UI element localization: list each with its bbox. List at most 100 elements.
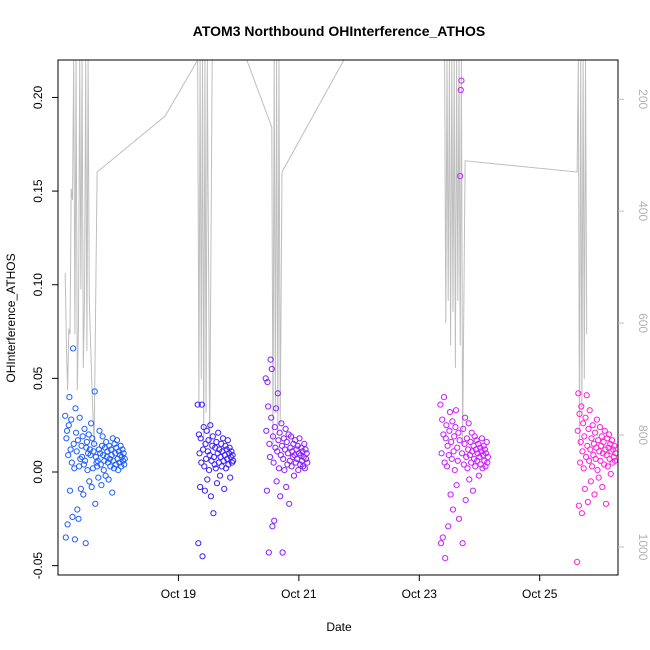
- data-point: [75, 515, 82, 522]
- data-point: [442, 435, 449, 442]
- data-point: [224, 437, 231, 444]
- data-point: [437, 540, 445, 547]
- data-point: [583, 453, 590, 461]
- data-point: [277, 452, 284, 459]
- data-point: [283, 483, 290, 491]
- data-point: [266, 453, 274, 461]
- data-point: [195, 431, 202, 438]
- data-point: [462, 497, 469, 504]
- data-point: [481, 457, 488, 464]
- data-point: [272, 444, 279, 451]
- data-point: [575, 502, 583, 509]
- data-point: [463, 435, 470, 442]
- data-point: [83, 438, 91, 446]
- data-point: [94, 457, 101, 464]
- data-point: [70, 440, 77, 447]
- data-point: [82, 540, 89, 547]
- data-point: [70, 345, 77, 352]
- data-point: [66, 394, 73, 401]
- data-point: [115, 467, 122, 474]
- data-point: [100, 452, 107, 459]
- data-point: [195, 540, 202, 547]
- data-point: [462, 414, 469, 421]
- data-point: [198, 401, 205, 408]
- data-point: [226, 444, 233, 451]
- data-point: [583, 392, 590, 399]
- data-point: [612, 450, 618, 457]
- data-point: [269, 523, 276, 530]
- data-point: [449, 418, 456, 425]
- data-point: [587, 478, 595, 485]
- y-tick-label: 0.20: [31, 85, 45, 109]
- data-point: [216, 472, 224, 479]
- data-point: [220, 457, 227, 464]
- data-point: [478, 435, 485, 442]
- data-point: [595, 437, 602, 444]
- data-point: [274, 390, 281, 397]
- data-point: [589, 463, 596, 470]
- data-point: [229, 452, 236, 459]
- data-point: [120, 450, 127, 457]
- data-point: [295, 450, 302, 457]
- data-point: [96, 427, 103, 434]
- data-point: [116, 452, 124, 459]
- data-point: [611, 442, 618, 449]
- y-tick-label: 0.00: [31, 460, 45, 484]
- data-point: [95, 446, 103, 453]
- data-point: [97, 450, 104, 457]
- data-point: [447, 491, 454, 498]
- data-point: [112, 461, 119, 468]
- data-point: [596, 448, 603, 455]
- x-tick-label: Oct 19: [161, 587, 197, 601]
- data-point: [63, 427, 71, 434]
- data-point: [596, 424, 604, 431]
- y-tick-label: 0.15: [31, 179, 45, 203]
- data-point: [582, 414, 589, 421]
- data-point: [74, 437, 82, 444]
- data-point: [578, 403, 585, 410]
- data-point: [227, 474, 234, 481]
- data-point: [469, 448, 476, 455]
- data-point: [468, 429, 475, 436]
- data-point: [443, 422, 450, 429]
- data-point: [197, 435, 204, 442]
- data-point: [591, 491, 598, 498]
- data-point: [65, 422, 72, 429]
- data-point: [456, 437, 463, 444]
- y-tick-label: -0.05: [31, 552, 45, 580]
- data-point: [442, 555, 449, 562]
- data-point: [204, 448, 211, 455]
- data-point: [449, 506, 457, 513]
- data-point: [88, 483, 95, 491]
- data-point: [206, 467, 213, 474]
- data-point: [228, 448, 235, 455]
- data-point: [87, 452, 94, 459]
- data-point: [210, 453, 218, 461]
- data-point: [437, 401, 444, 408]
- data-point: [97, 461, 104, 468]
- data-point: [106, 442, 113, 449]
- data-point: [67, 446, 74, 453]
- data-point: [279, 549, 286, 556]
- data-point: [84, 467, 91, 474]
- data-point: [281, 467, 288, 474]
- data-point: [287, 444, 294, 451]
- data-point: [263, 427, 270, 434]
- data-point: [76, 414, 83, 421]
- data-point: [453, 482, 460, 489]
- data-point: [287, 433, 295, 440]
- data-point: [475, 472, 482, 479]
- data-point: [585, 425, 592, 432]
- data-point: [602, 500, 610, 507]
- data-point: [266, 440, 273, 447]
- data-point: [481, 446, 488, 453]
- data-point: [199, 553, 206, 560]
- data-point: [476, 453, 483, 461]
- data-point: [601, 427, 608, 434]
- data-point: [446, 409, 454, 416]
- data-point: [203, 427, 210, 434]
- data-point: [95, 474, 102, 481]
- data-point: [92, 500, 99, 507]
- data-point: [71, 536, 79, 543]
